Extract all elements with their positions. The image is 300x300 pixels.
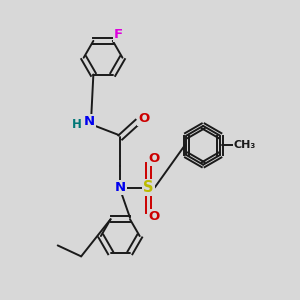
Text: N: N (83, 115, 94, 128)
Text: S: S (143, 180, 154, 195)
Text: F: F (114, 28, 123, 40)
Text: O: O (138, 112, 149, 124)
Text: H: H (72, 118, 82, 131)
Text: O: O (148, 210, 160, 223)
Text: O: O (148, 152, 160, 165)
Text: CH₃: CH₃ (234, 140, 256, 150)
Text: N: N (115, 181, 126, 194)
